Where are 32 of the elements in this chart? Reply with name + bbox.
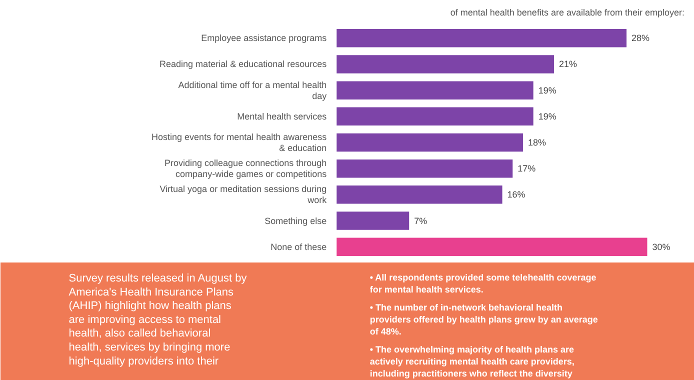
y-tick-label: Additional time off for a mental health day	[178, 80, 328, 101]
bar	[336, 212, 410, 230]
y-tick-label: None of these	[270, 242, 327, 252]
data-label: 16%	[507, 190, 526, 200]
bar	[336, 186, 502, 204]
y-tick-label: Reading material & educational resources	[160, 59, 328, 70]
bar	[336, 107, 534, 126]
text: • All respondents provided some telehealth coverage for mental health services.	[370, 272, 596, 294]
y-tick-label: Employee assistance programs	[201, 33, 328, 44]
data-label: 17%	[518, 164, 536, 174]
bar	[336, 29, 627, 48]
data-label: 19%	[538, 111, 556, 122]
y-tick-label: Providing colleague connections through company-wide games or competitions	[164, 158, 328, 180]
bar	[336, 133, 523, 152]
text: • The number of in-network behavioral health providers offered by health plans grew by an average of 48%.	[370, 302, 598, 336]
data-label: 28%	[632, 33, 650, 44]
data-label: 18%	[528, 138, 546, 148]
text: Survey results released in August by America's Health Insurance Plans (AHIP) highlight how health plans are improving access to mental health, also called behavioral health, services by bringing more high-quality providers into their	[68, 272, 248, 368]
data-label: 19%	[538, 85, 556, 96]
bar	[336, 55, 554, 74]
y-tick-label: Something else	[264, 216, 327, 226]
text: • The overwhelming majority of health plans are actively recruiting mental health care providers, including practitioners who reflect the diversity	[370, 344, 574, 378]
data-label: 30%	[652, 242, 670, 252]
y-tick-label: Virtual yoga or meditation sessions during work	[160, 184, 328, 206]
y-tick-label: Hosting events for mental health awareness & education	[152, 132, 328, 153]
data-label: 21%	[559, 59, 578, 70]
data-label: 7%	[414, 216, 428, 226]
bar	[336, 238, 648, 256]
bar	[336, 81, 534, 100]
bar	[336, 159, 513, 178]
chart-title: of mental health benefits are available from their employer:	[450, 8, 684, 18]
y-tick-label: Mental health services	[237, 111, 328, 122]
